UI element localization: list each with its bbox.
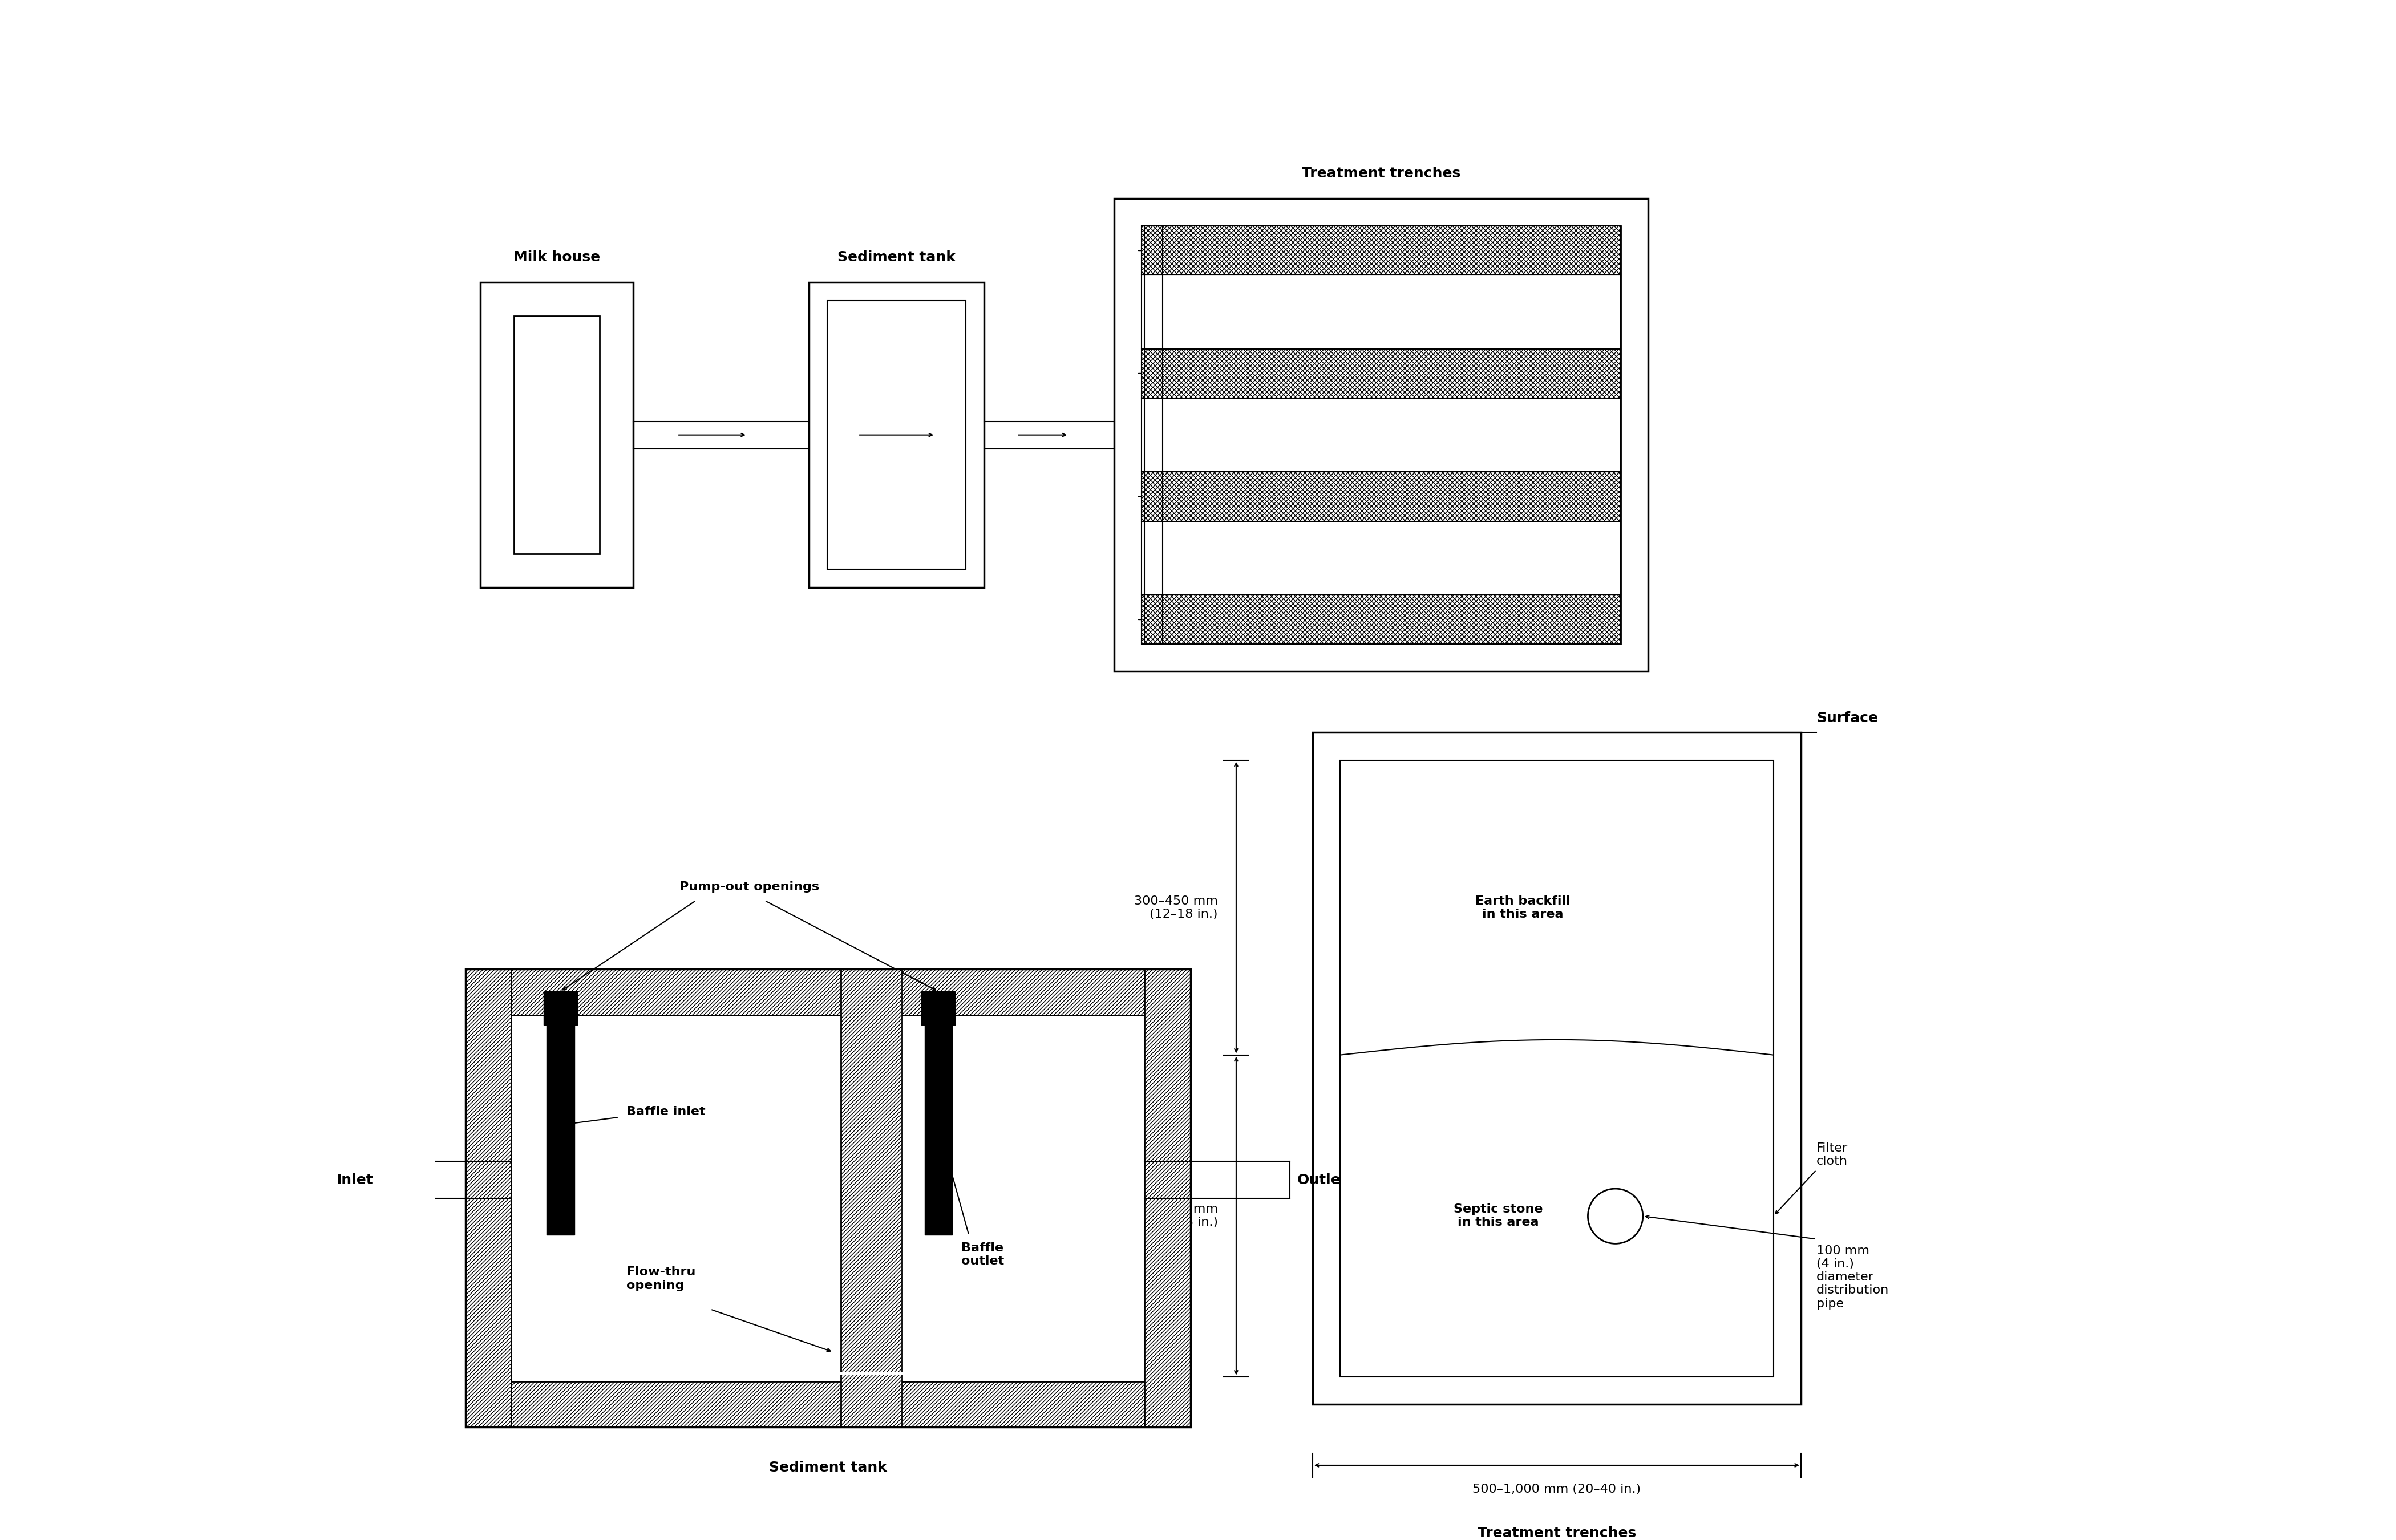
Bar bbox=[1140, 276, 1620, 350]
Bar bbox=[1140, 226, 1620, 276]
Bar bbox=[1140, 471, 1620, 521]
Text: 450 mm
(18 in.): 450 mm (18 in.) bbox=[1164, 1204, 1217, 1229]
Bar bbox=[1145, 969, 1191, 1428]
Text: Pump-out openings: Pump-out openings bbox=[680, 881, 819, 893]
Text: Milk house: Milk house bbox=[513, 251, 601, 263]
Bar bbox=[1140, 594, 1620, 644]
Bar bbox=[841, 969, 901, 1428]
Bar bbox=[546, 1015, 575, 1235]
Text: Inlet: Inlet bbox=[338, 1173, 374, 1187]
Bar bbox=[1140, 399, 1620, 471]
Bar bbox=[1114, 199, 1648, 671]
Bar bbox=[465, 969, 510, 1428]
Text: Treatment trenches: Treatment trenches bbox=[1478, 1526, 1636, 1540]
Bar bbox=[465, 1381, 1191, 1428]
Circle shape bbox=[1589, 1189, 1644, 1244]
Text: Treatment trenches: Treatment trenches bbox=[1301, 166, 1462, 180]
Bar bbox=[465, 969, 1191, 1428]
Bar bbox=[482, 282, 633, 588]
Text: Flow-thru
opening: Flow-thru opening bbox=[625, 1266, 695, 1291]
Bar bbox=[515, 316, 599, 554]
Bar bbox=[925, 1015, 951, 1235]
Text: Filter
cloth: Filter cloth bbox=[1816, 1143, 1847, 1167]
Bar bbox=[544, 992, 577, 1026]
Text: Outlet: Outlet bbox=[1296, 1173, 1349, 1187]
Bar bbox=[810, 282, 985, 588]
Bar bbox=[1140, 350, 1620, 399]
Text: Earth backfill
in this area: Earth backfill in this area bbox=[1476, 895, 1569, 919]
Text: Surface: Surface bbox=[1816, 711, 1878, 725]
Text: 100 mm
(4 in.)
diameter
distribution
pipe: 100 mm (4 in.) diameter distribution pip… bbox=[1816, 1244, 1888, 1309]
Bar bbox=[1313, 733, 1802, 1404]
Text: Baffle
outlet: Baffle outlet bbox=[961, 1243, 1004, 1267]
Text: Sediment tank: Sediment tank bbox=[769, 1460, 887, 1474]
Bar bbox=[465, 969, 1191, 1015]
Bar bbox=[827, 300, 966, 570]
Bar bbox=[510, 1015, 1145, 1381]
Bar bbox=[922, 992, 956, 1026]
Text: 300–450 mm
(12–18 in.): 300–450 mm (12–18 in.) bbox=[1133, 895, 1217, 919]
Bar bbox=[1140, 521, 1620, 594]
Text: Septic stone
in this area: Septic stone in this area bbox=[1454, 1204, 1543, 1229]
Text: Sediment tank: Sediment tank bbox=[839, 251, 956, 263]
Bar bbox=[1339, 761, 1773, 1377]
Bar bbox=[1140, 226, 1620, 644]
Text: Baffle inlet: Baffle inlet bbox=[625, 1106, 704, 1116]
Text: 500–1,000 mm (20–40 in.): 500–1,000 mm (20–40 in.) bbox=[1474, 1483, 1641, 1495]
